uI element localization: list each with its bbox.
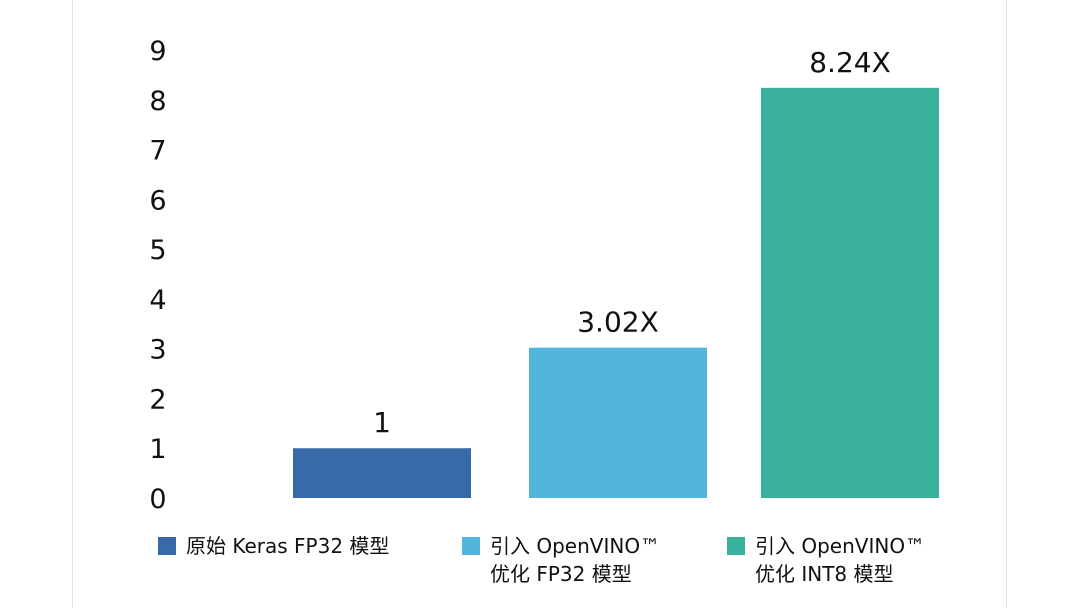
y-tick-label: 4 bbox=[149, 285, 166, 316]
legend-item-openvino-fp32: 引入 OpenVINO™ 优化 FP32 模型 bbox=[462, 532, 660, 588]
legend-label-line1: 引入 OpenVINO™ bbox=[490, 534, 661, 558]
legend-swatch-openvino-fp32 bbox=[462, 537, 480, 555]
y-tick-label: 2 bbox=[149, 384, 166, 415]
data-label-2: 3.02X bbox=[577, 306, 659, 339]
y-axis-ticks: 0 1 2 3 4 5 6 7 8 9 bbox=[149, 36, 166, 515]
bars-group bbox=[293, 87, 939, 498]
legend-item-keras-fp32: 原始 Keras FP32 模型 bbox=[158, 532, 389, 560]
legend-label-line1: 原始 Keras FP32 模型 bbox=[186, 534, 390, 558]
y-tick-label: 1 bbox=[149, 434, 166, 465]
bar-3 bbox=[761, 87, 939, 498]
data-label-1: 1 bbox=[373, 406, 391, 439]
y-tick-label: 0 bbox=[149, 484, 166, 515]
y-tick-label: 9 bbox=[149, 36, 166, 67]
y-tick-label: 7 bbox=[149, 136, 166, 167]
legend: 原始 Keras FP32 模型 引入 OpenVINO™ 优化 FP32 模型… bbox=[0, 532, 1080, 602]
legend-label-line2: 优化 INT8 模型 bbox=[755, 562, 894, 586]
bar-1 bbox=[293, 448, 471, 498]
legend-swatch-openvino-int8 bbox=[727, 537, 745, 555]
legend-label-line2: 优化 FP32 模型 bbox=[490, 562, 632, 586]
bar-2 bbox=[529, 347, 707, 498]
y-tick-label: 6 bbox=[149, 185, 166, 216]
y-tick-label: 8 bbox=[149, 86, 166, 117]
y-tick-label: 5 bbox=[149, 235, 166, 266]
y-tick-label: 3 bbox=[149, 335, 166, 366]
data-labels-group: 1 3.02X 8.24X bbox=[373, 46, 891, 439]
legend-swatch-keras-fp32 bbox=[158, 537, 176, 555]
legend-label-line1: 引入 OpenVINO™ bbox=[755, 534, 926, 558]
data-label-3: 8.24X bbox=[809, 46, 891, 79]
legend-item-openvino-int8: 引入 OpenVINO™ 优化 INT8 模型 bbox=[727, 532, 925, 588]
